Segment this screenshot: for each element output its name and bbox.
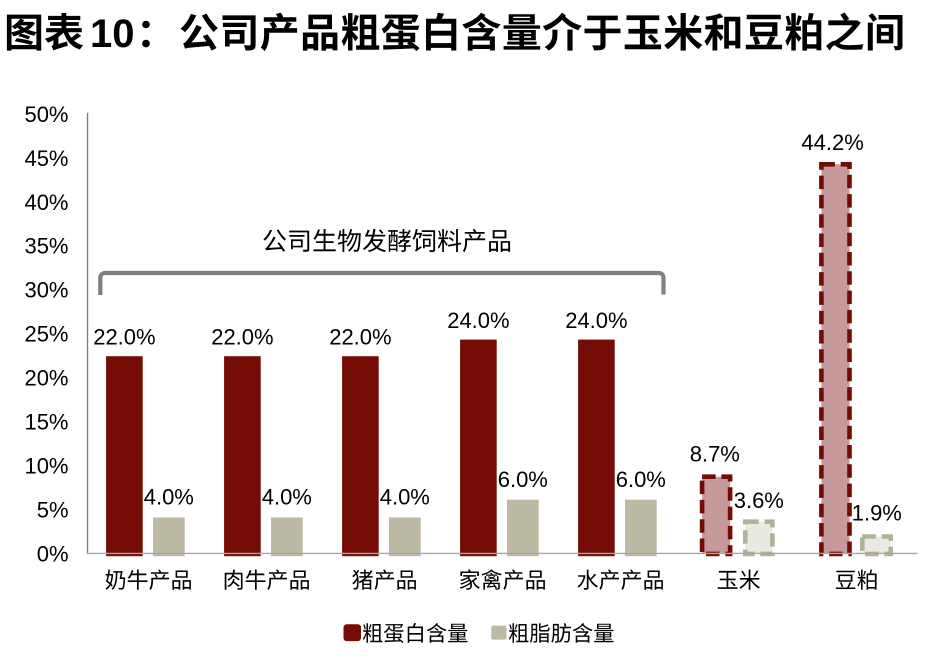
svg-text:45%: 45% [24, 146, 68, 171]
svg-text:4.0%: 4.0% [144, 485, 194, 510]
svg-text:5%: 5% [37, 498, 69, 523]
svg-text:50%: 50% [24, 102, 68, 127]
svg-text:6.0%: 6.0% [616, 467, 666, 492]
svg-text:10%: 10% [24, 454, 68, 479]
svg-text:4.0%: 4.0% [262, 485, 312, 510]
svg-text:24.0%: 24.0% [447, 308, 509, 333]
svg-text:1.9%: 1.9% [852, 501, 902, 526]
svg-text:25%: 25% [24, 322, 68, 347]
svg-text:22.0%: 22.0% [211, 325, 273, 350]
svg-text:3.6%: 3.6% [734, 488, 784, 513]
svg-text:8.7%: 8.7% [690, 442, 740, 467]
svg-text:0%: 0% [37, 541, 69, 566]
svg-text:30%: 30% [24, 278, 68, 303]
svg-text:35%: 35% [24, 234, 68, 259]
svg-text:10: 10 [90, 12, 135, 56]
svg-text:24.0%: 24.0% [565, 308, 627, 333]
svg-text:22.0%: 22.0% [93, 325, 155, 350]
svg-text:44.2%: 44.2% [801, 130, 863, 155]
svg-text:20%: 20% [24, 366, 68, 391]
svg-text:40%: 40% [24, 190, 68, 215]
svg-text:22.0%: 22.0% [329, 325, 391, 350]
svg-text:15%: 15% [24, 410, 68, 435]
svg-text:4.0%: 4.0% [380, 485, 430, 510]
svg-text:6.0%: 6.0% [498, 467, 548, 492]
